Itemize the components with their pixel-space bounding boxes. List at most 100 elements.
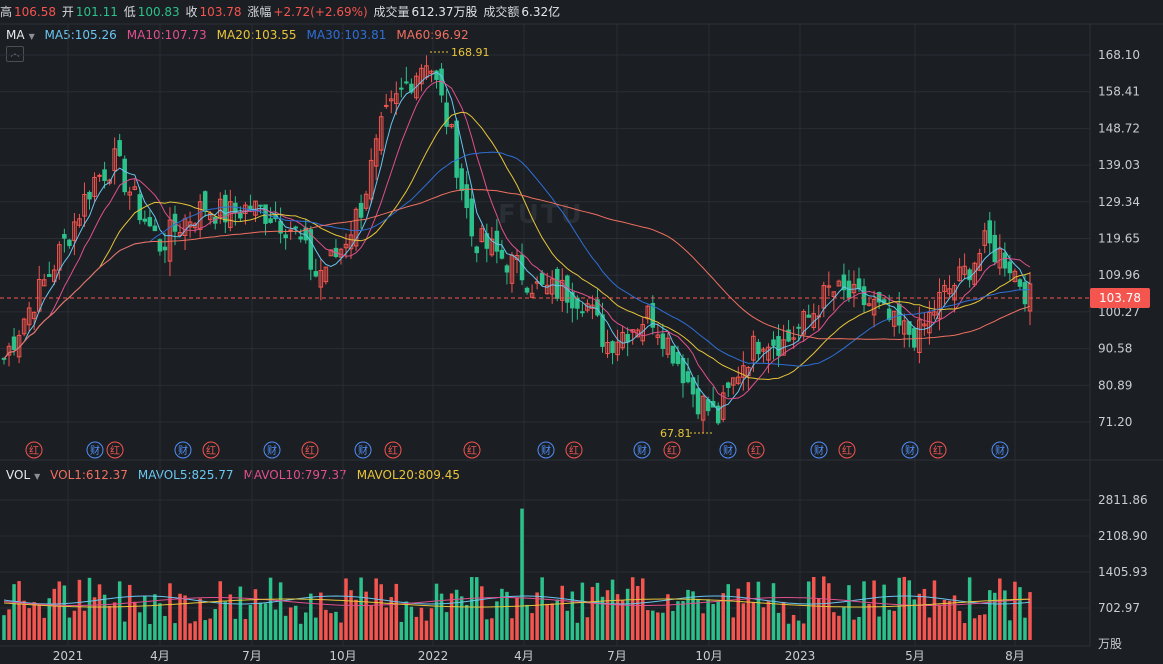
dividend-marker[interactable]: 红 [106, 441, 124, 459]
report-marker[interactable]: 财 [174, 441, 192, 459]
candle-body [464, 184, 469, 209]
candle-body [142, 218, 148, 222]
volume-bar [92, 597, 97, 640]
candle-body [997, 248, 1003, 269]
dividend-marker[interactable]: 红 [663, 441, 681, 459]
volume-bar [334, 611, 338, 640]
dividend-marker[interactable]: 红 [747, 441, 765, 459]
dividend-marker[interactable]: 红 [301, 441, 319, 459]
volume-bar [998, 578, 1002, 640]
candle-body [655, 334, 661, 339]
chevron-down-icon[interactable]: ▼ [34, 472, 41, 481]
x-tick-label: 7月 [607, 649, 627, 663]
volume-bar [902, 576, 907, 640]
ma-legend-item: MA10:107.73 [126, 28, 207, 42]
volume-bar [228, 594, 233, 640]
report-marker[interactable]: 财 [810, 441, 828, 459]
candle-body [223, 194, 228, 223]
volume-bar [746, 582, 751, 640]
candle-body [434, 70, 439, 80]
dividend-marker[interactable]: 红 [202, 441, 220, 459]
volume-bar [927, 617, 932, 640]
volume-bar [233, 618, 238, 640]
candle-body [776, 336, 781, 356]
volume-bar [444, 612, 449, 640]
candle-body [132, 186, 138, 190]
volume-bar [837, 615, 841, 640]
dividend-marker[interactable]: 红 [929, 441, 947, 459]
svg-text:财: 财 [637, 444, 647, 457]
vol-legend-item: MAVOL20:809.45 [356, 468, 460, 482]
candle-body [786, 329, 791, 342]
dividend-marker[interactable]: 红 [838, 441, 856, 459]
vol-mode-selector[interactable]: VOL [6, 468, 31, 482]
candle-body [962, 265, 967, 275]
candle-body [600, 314, 605, 347]
candle-body [731, 377, 736, 386]
volume-bar [661, 612, 665, 640]
price-tick-label: 158.41 [1098, 85, 1140, 99]
collapse-icon[interactable]: ︿ [6, 46, 24, 62]
svg-text:红: 红 [467, 444, 477, 457]
volume-bar [545, 603, 549, 640]
candle-body [605, 342, 610, 355]
volume-bar [288, 607, 293, 640]
volume-bar [615, 594, 620, 640]
volume-bar [213, 609, 217, 640]
volume-bar [822, 576, 826, 640]
ma-mode-selector[interactable]: MA [6, 28, 25, 42]
candle-body [419, 67, 424, 85]
report-marker[interactable]: 财 [537, 441, 555, 459]
volume-bar [480, 586, 484, 640]
svg-text:红: 红 [751, 444, 761, 457]
volume-bar [806, 581, 811, 640]
volume-bar [505, 591, 509, 640]
report-marker[interactable]: 财 [991, 441, 1009, 459]
report-marker[interactable]: 财 [901, 441, 919, 459]
candle-body [801, 311, 806, 335]
dividend-marker[interactable]: 红 [384, 441, 402, 459]
dividend-marker[interactable]: 红 [565, 441, 583, 459]
volume-bar [57, 581, 62, 640]
report-marker[interactable]: 财 [263, 441, 281, 459]
volume-bar [218, 581, 223, 640]
candle-body [444, 102, 449, 127]
report-marker[interactable]: 财 [719, 441, 737, 459]
report-marker[interactable]: 财 [86, 441, 104, 459]
report-marker[interactable]: 财 [633, 441, 651, 459]
ma-legend[interactable]: MA ▼ MA5:105.26 MA10:107.73 MA20:103.55 MA30… [6, 26, 489, 44]
volume-bar [112, 602, 117, 640]
dividend-marker[interactable]: 红 [463, 441, 481, 459]
price-tick-label: 100.27 [1098, 305, 1140, 319]
candle-body [122, 158, 127, 193]
volume-bar [676, 601, 680, 640]
volume-bar [520, 508, 524, 640]
volume-bar [273, 609, 278, 640]
candle-body [1002, 252, 1008, 269]
volume-bar [178, 593, 182, 640]
dividend-marker[interactable]: 红 [25, 441, 43, 459]
price-tick-label: 71.20 [1098, 415, 1132, 429]
svg-text:财: 财 [267, 444, 277, 457]
candle-body [866, 303, 872, 306]
volume-bar [580, 582, 585, 640]
candle-body [414, 75, 419, 99]
ma-legend-item: MA30:103.81 [306, 28, 387, 42]
x-tick-label: 7月 [242, 649, 262, 663]
volume-bar [872, 580, 876, 640]
volume-bar [314, 617, 318, 640]
volume-bar [459, 596, 464, 640]
candle-body [1022, 282, 1028, 305]
chevron-down-icon[interactable]: ▼ [28, 32, 35, 41]
candle-body [720, 392, 726, 420]
change-value: +2.72(+2.69%) [273, 5, 368, 19]
report-marker[interactable]: 财 [354, 441, 372, 459]
candle-body [715, 405, 721, 424]
vol-legend[interactable]: VOL ▼ VOL1:612.37 MAVOL5:825.77 MAVOL10:797… [6, 466, 480, 484]
volume-bar [329, 613, 333, 640]
candle-body [504, 265, 510, 273]
volume-bar [153, 594, 157, 640]
candle-body [595, 299, 600, 316]
volume-bar [605, 590, 610, 640]
